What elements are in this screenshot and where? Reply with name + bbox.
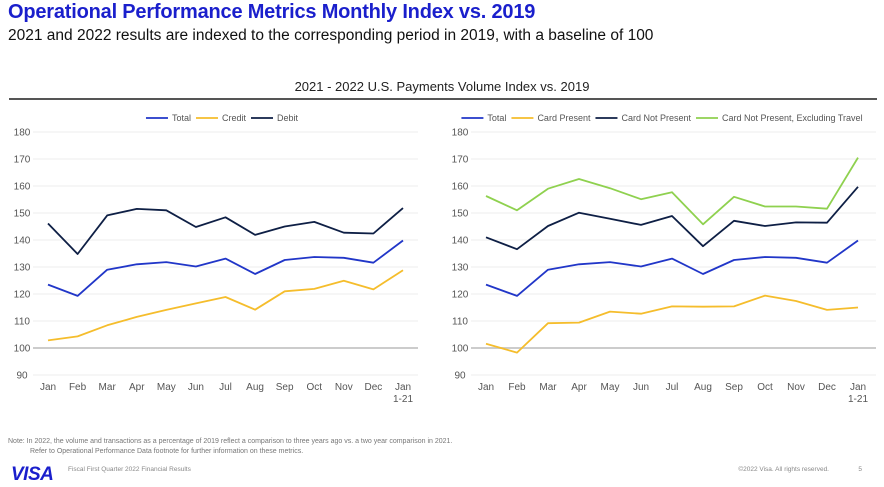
x-tick-label: Jun	[633, 382, 649, 393]
y-tick-label: 140	[452, 236, 469, 247]
x-tick-label: Aug	[246, 382, 264, 393]
y-tick-label: 170	[14, 155, 31, 166]
footnote-line-2: Refer to Operational Performance Data fo…	[30, 448, 304, 455]
x-tick-label: Feb	[508, 382, 526, 393]
section-divider	[9, 98, 877, 100]
x-tick-label: Nov	[335, 382, 353, 393]
x-tick-label: Oct	[306, 382, 322, 393]
x-tick-label: Sep	[276, 382, 294, 393]
x-tick-label: Aug	[694, 382, 712, 393]
chart-credit-debit: 90 100 110 120 130 140 150 160 170 180 Jan Feb Mar Ap…	[14, 113, 418, 405]
x-tick-label: May	[601, 382, 620, 393]
y-tick-label: 160	[452, 182, 469, 193]
x-tick-label: Sep	[725, 382, 743, 393]
legend-label: Total	[487, 113, 506, 123]
document-title: Fiscal First Quarter 2022 Financial Resu…	[68, 466, 191, 473]
footnote-line-1: Note: In 2022, the volume and transactio…	[8, 438, 453, 445]
x-tick-label: Jun	[188, 382, 204, 393]
copyright-text: ©2022 Visa. All rights reserved.	[738, 466, 829, 473]
y-tick-label: 110	[14, 317, 30, 328]
legend: Total Credit Debit	[145, 113, 299, 123]
page-number: 5	[858, 466, 862, 473]
series-line-total	[485, 239, 859, 297]
y-tick-label: 180	[14, 128, 31, 139]
x-tick-label: Feb	[69, 382, 87, 393]
x-tick-label: May	[157, 382, 176, 393]
x-tick-label: 1-21	[848, 394, 868, 405]
x-tick-label: Nov	[787, 382, 805, 393]
legend-label: Card Not Present, Excluding Travel	[722, 113, 863, 123]
y-tick-label: 120	[452, 290, 469, 301]
y-tick-label: 100	[14, 344, 31, 355]
page-subtitle: 2021 and 2022 results are indexed to the…	[8, 27, 654, 44]
series-line-card-not-present	[485, 186, 859, 251]
x-tick-label: Mar	[539, 382, 557, 393]
series-line-card-not-present-excluding-travel	[485, 157, 859, 226]
legend-label: Card Not Present	[621, 113, 691, 123]
footnote: Note: In 2022, the volume and transactio…	[8, 437, 452, 457]
y-tick-label: 150	[452, 209, 469, 220]
y-tick-label: 110	[452, 317, 468, 328]
x-tick-label: Dec	[365, 382, 383, 393]
x-tick-label: Jan	[850, 382, 866, 393]
legend-label: Debit	[277, 113, 299, 123]
series-line-debit	[47, 207, 404, 255]
x-tick-label: Apr	[571, 382, 587, 393]
y-tick-label: 130	[14, 263, 31, 274]
chart-card-present: 90 100 110 120 130 140 150 160 170 180 Jan Feb Mar Ap…	[452, 113, 876, 405]
x-tick-label: Mar	[99, 382, 117, 393]
x-tick-label: Oct	[757, 382, 773, 393]
series-line-card-present	[485, 294, 859, 354]
visa-logo: VISA	[11, 464, 54, 485]
page-title: Operational Performance Metrics Monthly …	[8, 1, 536, 23]
legend-label: Total	[172, 113, 191, 123]
legend-label: Card Present	[537, 113, 591, 123]
section-title: 2021 - 2022 U.S. Payments Volume Index v…	[294, 79, 590, 94]
x-tick-label: Jul	[219, 382, 232, 393]
y-tick-label: 120	[14, 290, 31, 301]
legend-label: Credit	[222, 113, 247, 123]
y-tick-label: 90	[16, 371, 28, 382]
y-tick-label: 150	[14, 209, 31, 220]
y-tick-label: 130	[452, 263, 469, 274]
x-tick-label: Dec	[818, 382, 836, 393]
y-tick-label: 100	[452, 344, 469, 355]
x-tick-label: Jan	[395, 382, 411, 393]
x-tick-label: Jan	[478, 382, 494, 393]
y-tick-label: 160	[14, 182, 31, 193]
x-tick-label: Apr	[129, 382, 145, 393]
x-tick-label: Jul	[666, 382, 679, 393]
x-tick-label: Jan	[40, 382, 56, 393]
x-tick-label: 1-21	[393, 394, 413, 405]
series-line-credit	[47, 269, 404, 342]
series-line-total	[47, 239, 404, 297]
y-tick-label: 90	[454, 371, 466, 382]
y-tick-label: 170	[452, 155, 469, 166]
legend: Total Card Present Card Not Present Card No…	[461, 113, 863, 123]
y-tick-label: 140	[14, 236, 31, 247]
y-tick-label: 180	[452, 128, 469, 139]
